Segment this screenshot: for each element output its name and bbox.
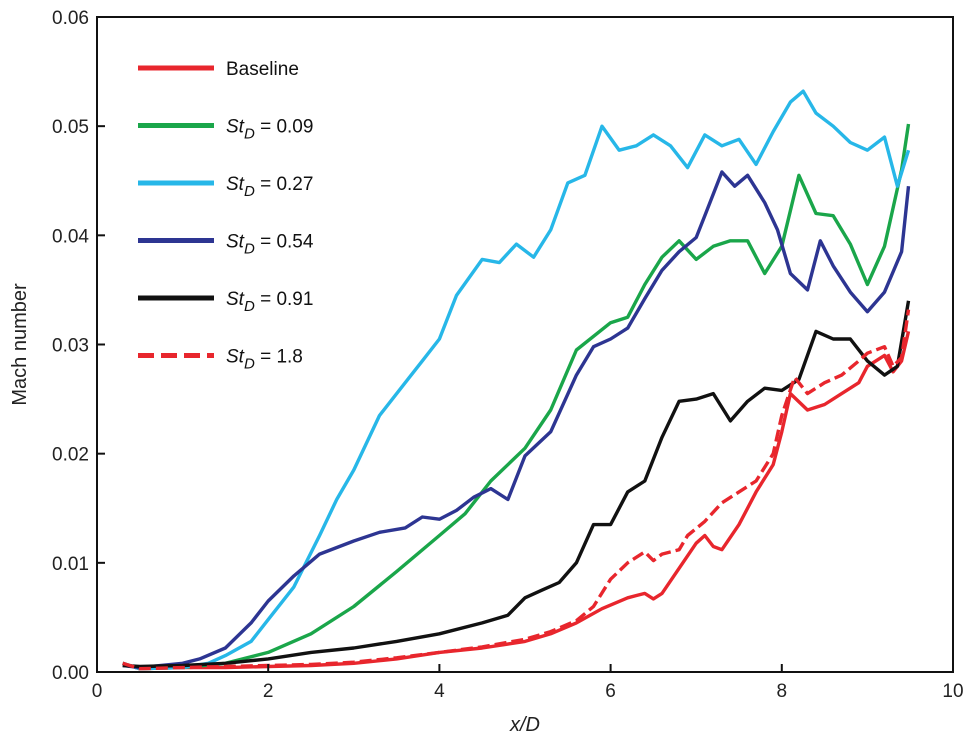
y-tick-label: 0.00 (52, 663, 89, 684)
legend-label-main: St (226, 232, 245, 253)
legend-label-value: = 1.8 (255, 347, 303, 368)
legend-label-value: = 0.91 (255, 289, 314, 310)
legend-label-value: = 0.54 (255, 232, 314, 253)
series-line-4 (122, 170, 911, 670)
legend-label-subscript: D (244, 126, 255, 143)
legend-label-subscript: D (244, 241, 255, 258)
y-tick-label: 0.04 (52, 226, 89, 247)
x-tick-label: 2 (263, 681, 274, 702)
legend-label-subscript: D (244, 356, 255, 373)
x-tick-label: 10 (942, 681, 963, 702)
y-tick-label: 0.02 (52, 445, 89, 466)
series-line-1 (122, 331, 911, 671)
legend-label-main: St (226, 117, 245, 138)
y-tick-label: 0.01 (52, 554, 89, 575)
legend-label-main: Baseline (226, 59, 299, 80)
legend-label-value: = 0.09 (255, 117, 314, 138)
y-axis-title: Mach number (9, 283, 31, 406)
y-tick-label: 0.05 (52, 117, 89, 138)
legend-label: StD = 0.54 (226, 232, 314, 258)
legend-label-value: = 0.27 (255, 174, 314, 195)
legend-label-main: St (226, 174, 245, 195)
x-tick-label: 8 (777, 681, 788, 702)
x-tick-label: 0 (92, 681, 103, 702)
series-line-6 (122, 309, 911, 671)
series-line-3 (122, 89, 911, 671)
legend-label: StD = 0.91 (226, 289, 313, 315)
legend-label: StD = 0.09 (226, 117, 313, 143)
x-axis-title: x/D (509, 714, 540, 736)
legend-label-main: St (226, 347, 245, 368)
legend-label: StD = 0.27 (226, 174, 313, 200)
y-tick-label: 0.06 (52, 8, 89, 29)
legend-label-subscript: D (244, 183, 255, 200)
y-axis: 0.00 0.01 0.02 0.03 0.04 0.05 0.06 (52, 8, 105, 684)
plot-frame (96, 16, 954, 673)
x-tick-label: 6 (605, 681, 616, 702)
series-line-2 (122, 123, 911, 671)
legend-label: StD = 1.8 (226, 347, 303, 373)
legend-label-subscript: D (244, 298, 255, 315)
x-axis: 0 2 4 6 8 10 (92, 664, 964, 702)
series-line-5 (122, 300, 911, 669)
y-tick-label: 0.03 (52, 336, 89, 357)
plot-lines (122, 89, 911, 671)
legend-label: Baseline (226, 59, 299, 80)
legend-label-main: St (226, 289, 245, 310)
x-tick-label: 4 (434, 681, 445, 702)
